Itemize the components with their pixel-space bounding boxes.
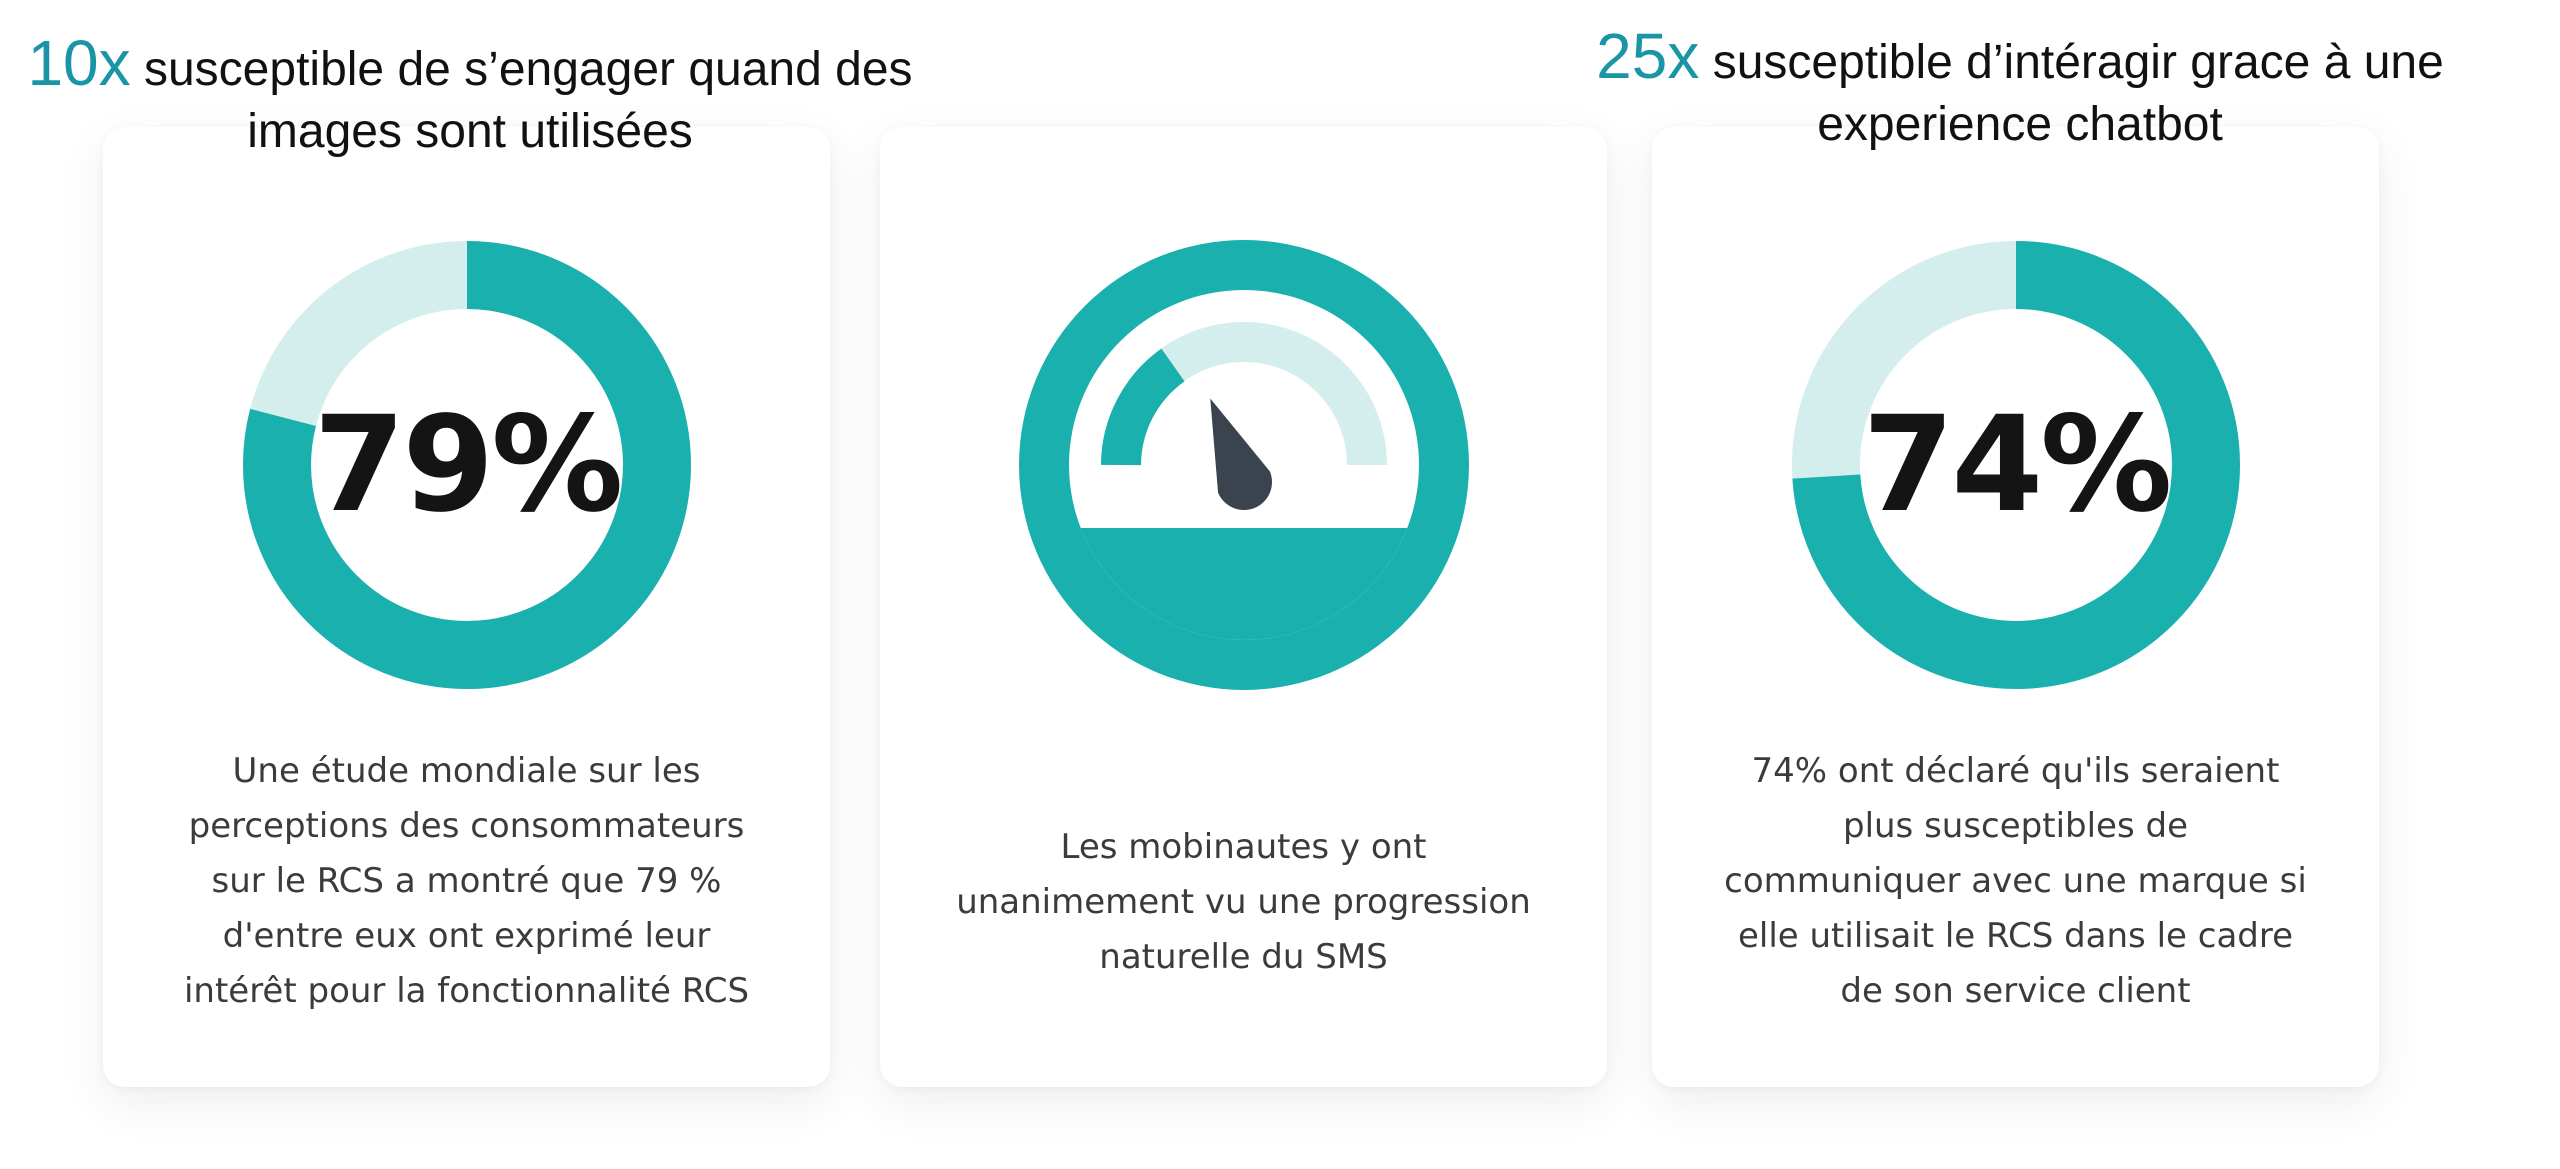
stat-card-customer-service: 74% 74% ont déclaré qu'ils seraient plus… — [1652, 127, 2379, 1087]
multiplier-10x: 10x — [27, 27, 131, 99]
stat-description: Les mobinautes y ont unanimement vu une … — [956, 827, 1531, 977]
gauge-needle — [1209, 398, 1272, 510]
heading-text: susceptible d’intéragir grace à une expe… — [1699, 36, 2444, 151]
speedometer-icon — [1018, 240, 1469, 690]
gauge-level — [1100, 348, 1185, 466]
stat-description: Une étude mondiale sur les perceptions d… — [183, 751, 750, 1011]
donut-value-label: 74% — [1862, 388, 2169, 542]
donut-arc — [1791, 241, 2240, 689]
donut-chart-79: 79% — [242, 240, 692, 690]
stat-card-interest: 79% Une étude mondiale sur les perceptio… — [103, 127, 830, 1087]
multiplier-25x: 25x — [1596, 20, 1700, 92]
heading-text: susceptible de s’engager quand des image… — [130, 43, 913, 158]
donut-value-label: 79% — [313, 388, 620, 542]
stat-description: 74% ont déclaré qu'ils seraient plus sus… — [1724, 751, 2307, 1011]
donut-chart-74: 74% — [1791, 240, 2241, 690]
donut-arc — [242, 241, 691, 689]
chatbot-interaction-heading: 25x susceptible d’intéragir grace à une … — [1540, 24, 2500, 156]
stat-card-sms-progression: Les mobinautes y ont unanimement vu une … — [880, 127, 1607, 1087]
engagement-images-heading: 10x susceptible de s’engager quand des i… — [20, 31, 920, 163]
